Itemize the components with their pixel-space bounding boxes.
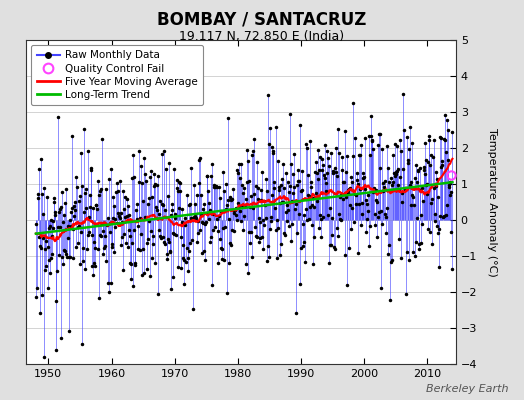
Text: 19.117 N, 72.850 E (India): 19.117 N, 72.850 E (India) xyxy=(179,30,345,43)
Legend: Raw Monthly Data, Quality Control Fail, Five Year Moving Average, Long-Term Tren: Raw Monthly Data, Quality Control Fail, … xyxy=(31,45,203,105)
Text: Berkeley Earth: Berkeley Earth xyxy=(426,384,508,394)
Text: BOMBAY / SANTACRUZ: BOMBAY / SANTACRUZ xyxy=(157,10,367,28)
Y-axis label: Temperature Anomaly (°C): Temperature Anomaly (°C) xyxy=(487,128,497,276)
